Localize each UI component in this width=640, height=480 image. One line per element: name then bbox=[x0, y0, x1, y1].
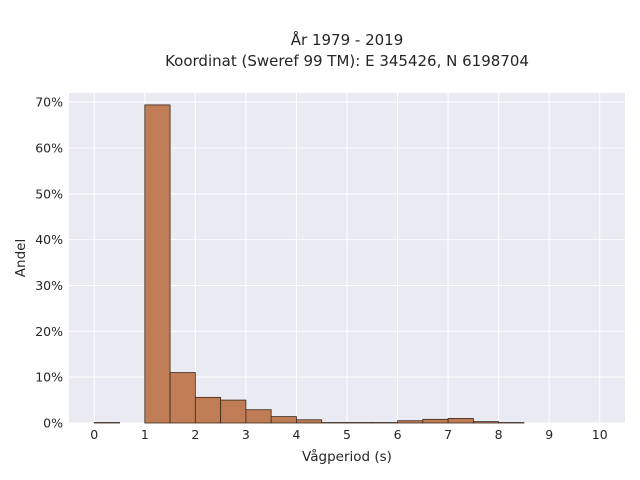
y-tick-label: 60% bbox=[35, 141, 63, 156]
x-tick-label: 8 bbox=[495, 427, 503, 442]
x-axis-label: Vågperiod (s) bbox=[302, 448, 392, 465]
x-tick-label: 1 bbox=[141, 427, 149, 442]
x-tick-label: 5 bbox=[343, 427, 351, 442]
y-tick-label: 50% bbox=[35, 186, 63, 201]
histogram-bar bbox=[220, 399, 247, 424]
x-gridlines bbox=[93, 93, 601, 423]
y-tick-label: 0% bbox=[43, 416, 63, 431]
histogram-bar bbox=[270, 416, 297, 424]
histogram-bar bbox=[447, 418, 474, 424]
histogram-bar bbox=[194, 396, 222, 424]
y-tick-label: 10% bbox=[35, 370, 63, 385]
chart-title: År 1979 - 2019 bbox=[291, 30, 404, 49]
x-tick-label: 7 bbox=[444, 427, 452, 442]
y-tick-label: 20% bbox=[35, 324, 63, 339]
x-tick-label: 4 bbox=[292, 427, 300, 442]
x-tick-label: 10 bbox=[592, 427, 608, 442]
histogram-bar bbox=[397, 420, 424, 424]
histogram-bar bbox=[245, 409, 272, 424]
y-tick-label: 30% bbox=[35, 278, 63, 293]
x-tick-label: 6 bbox=[394, 427, 402, 442]
x-tick-label: 2 bbox=[191, 427, 199, 442]
y-tick-label: 70% bbox=[35, 95, 63, 110]
histogram-bar bbox=[422, 418, 449, 424]
x-tick-labels: 0 1 2 3 4 5 6 7 8 9 10 bbox=[90, 427, 607, 442]
histogram-bar bbox=[472, 421, 500, 424]
histogram-bar bbox=[169, 372, 196, 424]
y-axis-label: Andel bbox=[13, 239, 29, 277]
x-tick-label: 9 bbox=[545, 427, 553, 442]
x-tick-label: 0 bbox=[90, 427, 98, 442]
histogram-bar bbox=[144, 104, 171, 424]
y-tick-label: 40% bbox=[35, 232, 63, 247]
histogram-bar bbox=[296, 419, 323, 424]
bars bbox=[93, 104, 525, 424]
chart-subtitle: Koordinat (Sweref 99 TM): E 345426, N 61… bbox=[165, 52, 529, 70]
y-tick-labels: 0% 10% 20% 30% 40% 50% 60% 70% bbox=[35, 95, 63, 431]
x-tick-label: 3 bbox=[242, 427, 250, 442]
